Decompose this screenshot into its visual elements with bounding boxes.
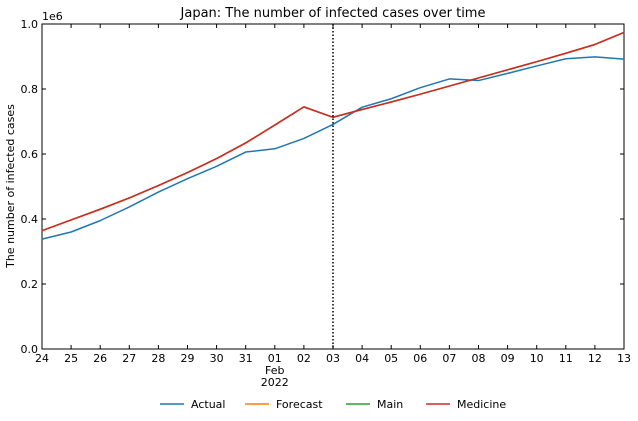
y-tick-label: 0.2 [21, 278, 39, 291]
chart-title: Japan: The number of infected cases over… [180, 6, 486, 21]
x-tick-label: 02 [297, 352, 311, 365]
x-tick-label: 10 [530, 352, 544, 365]
x-tick-label: 04 [355, 352, 369, 365]
x-tick-label: 26 [93, 352, 107, 365]
x-tick-label: 28 [151, 352, 165, 365]
x-tick-label: 03 [326, 352, 340, 365]
series-line-actual [41, 56, 625, 240]
y-tick-label: 0.6 [21, 148, 39, 161]
series-layer [41, 24, 625, 349]
y-tick-label: 0.0 [21, 343, 39, 356]
x-tick-label: 30 [210, 352, 224, 365]
y-offset-label: 1e6 [42, 10, 63, 23]
x-tick-label: 12 [588, 352, 602, 365]
x-tick-label: 29 [181, 352, 195, 365]
y-tick-label: 1.0 [21, 18, 39, 31]
x-tick-label: 25 [64, 352, 78, 365]
y-tick-label: 0.4 [21, 213, 39, 226]
x-tick-label: 09 [501, 352, 515, 365]
x-tick-label: 31 [239, 352, 253, 365]
legend: Actual Forecast Main Medicine [160, 398, 506, 411]
x-tick-label: 06 [413, 352, 427, 365]
x-tick-label: 27 [122, 352, 136, 365]
x-tick-label: 05 [384, 352, 398, 365]
legend-label: Forecast [276, 398, 323, 411]
x-month-label: 2022 [261, 376, 289, 389]
x-tick-label: 07 [442, 352, 456, 365]
x-tick-label: 13 [617, 352, 631, 365]
x-month-label: Feb [265, 364, 284, 377]
x-tick-label: 24 [35, 352, 49, 365]
x-tick-label: 08 [472, 352, 486, 365]
legend-label: Actual [191, 398, 225, 411]
legend-label: Main [377, 398, 403, 411]
y-axis-ticks: 0.0 0.2 0.4 0.6 0.8 1.0 [21, 18, 624, 356]
legend-label: Medicine [457, 398, 506, 411]
x-tick-label: 01 [268, 352, 282, 365]
y-axis-label: The number of infected cases [4, 104, 17, 269]
series-line-medicine [41, 31, 625, 232]
y-tick-label: 0.8 [21, 83, 39, 96]
x-tick-label: 11 [559, 352, 573, 365]
x-axis-ticks: 24 25 26 27 28 29 30 31 01 02 03 04 05 06 07 08 09 10 11 12… [35, 24, 631, 389]
